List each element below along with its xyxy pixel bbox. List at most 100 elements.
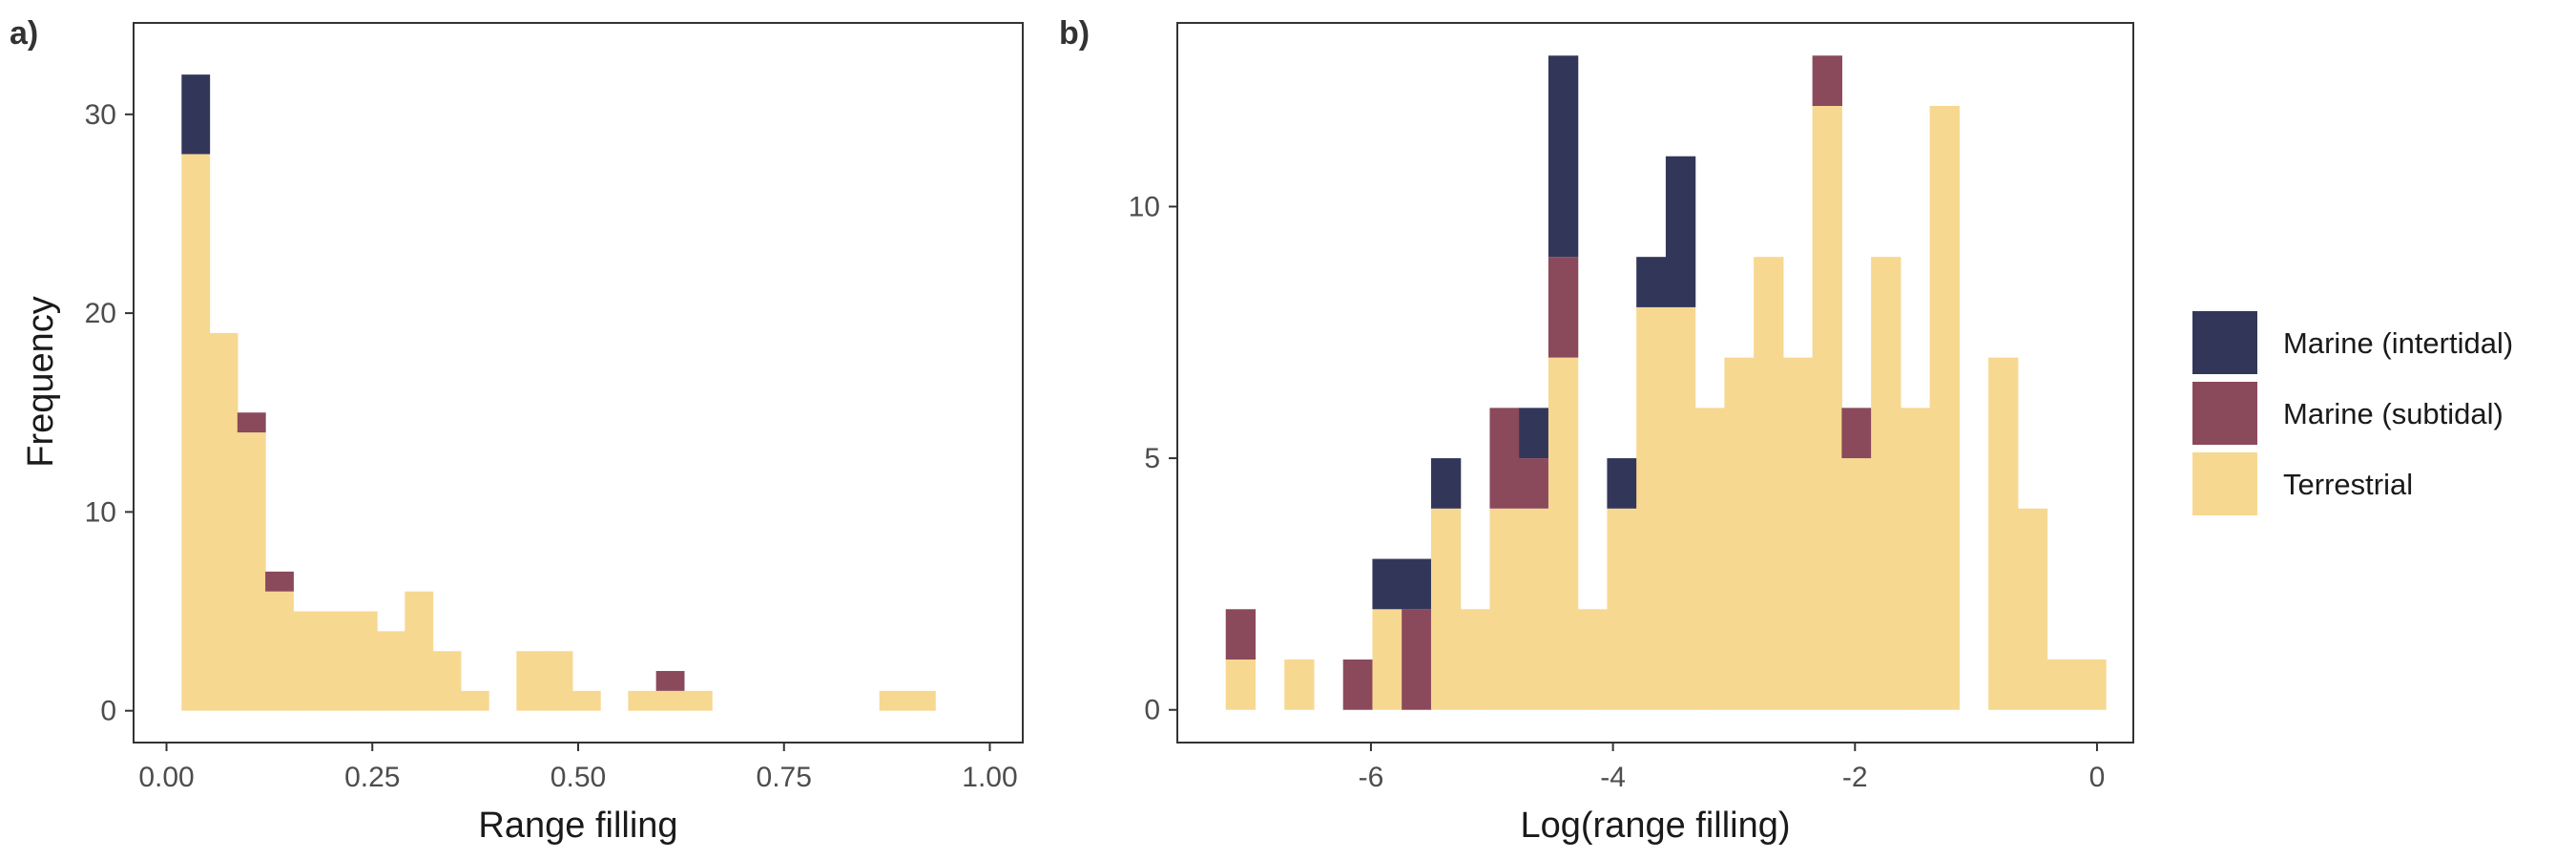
bar-b-marine_intertidal-7	[1430, 458, 1462, 509]
bar-a-terrestrial-2	[237, 432, 266, 711]
bar-b-terrestrial-20	[1812, 106, 1842, 710]
bar-b-terrestrial-16	[1694, 408, 1725, 710]
bar-b-marine_subtidal-11	[1548, 257, 1579, 358]
bar-a-terrestrial-16	[628, 690, 657, 711]
x-tick-label-a: 0.00	[138, 762, 194, 793]
y-tick-label-b: 5	[1144, 443, 1160, 474]
bar-a-terrestrial-12	[516, 651, 546, 711]
panel-b-x-ticks: -6 -4 -2 0	[1359, 743, 2106, 793]
y-tick-label-a: 20	[85, 298, 116, 329]
x-tick-label-a: 0.75	[757, 762, 812, 793]
panel-a-histogram: a) Frequency Range filling 0.00 0.25 0.50 0…	[10, 15, 1024, 846]
bar-b-terrestrial-11	[1548, 357, 1579, 710]
y-tick-label-b: 10	[1129, 191, 1160, 222]
bar-b-terrestrial-26	[1988, 357, 2019, 710]
bar-a-terrestrial-26	[906, 690, 936, 711]
bar-b-terrestrial-18	[1754, 257, 1784, 710]
bar-b-marine_intertidal-10	[1519, 408, 1549, 459]
bar-b-marine_subtidal-20	[1812, 55, 1842, 106]
bar-b-terrestrial-9	[1489, 508, 1520, 710]
y-tick-label-b: 0	[1144, 695, 1160, 726]
bar-b-marine_intertidal-5	[1372, 558, 1402, 610]
bar-b-marine_intertidal-11	[1548, 55, 1579, 258]
bar-a-terrestrial-3	[265, 591, 294, 711]
bar-a-terrestrial-7	[377, 631, 405, 711]
panel-a-label: a)	[10, 15, 38, 52]
bar-b-marine_subtidal-0	[1225, 609, 1257, 660]
y-tick-label-a: 10	[85, 496, 116, 528]
y-tick-label-a: 30	[85, 99, 116, 131]
bar-a-marine_subtidal-3	[265, 571, 294, 592]
bar-a-terrestrial-6	[348, 611, 378, 711]
panel-a-y-ticks: 0 10 20 30	[85, 99, 134, 727]
panel-a-x-ticks: 0.00 0.25 0.50 0.75 1.00	[138, 743, 1018, 793]
bar-a-terrestrial-5	[321, 611, 350, 711]
bar-b-marine_subtidal-21	[1841, 408, 1872, 459]
bar-b-terrestrial-7	[1430, 508, 1462, 710]
bar-b-terrestrial-0	[1225, 660, 1257, 710]
x-axis-title-b: Log(range filling)	[1520, 806, 1790, 846]
bar-a-terrestrial-25	[879, 690, 908, 711]
bar-a-terrestrial-8	[405, 591, 434, 711]
x-tick-label-b: -2	[1842, 762, 1868, 793]
bar-a-terrestrial-4	[293, 611, 322, 711]
x-tick-label-b: -4	[1600, 762, 1626, 793]
bar-b-terrestrial-14	[1636, 306, 1667, 710]
bar-b-terrestrial-19	[1782, 357, 1814, 710]
x-tick-label-a: 1.00	[962, 762, 1017, 793]
bar-b-terrestrial-29	[2076, 660, 2107, 710]
bar-a-terrestrial-0	[181, 154, 211, 711]
bar-b-terrestrial-23	[1900, 408, 1931, 710]
bar-b-terrestrial-22	[1871, 257, 1901, 710]
bar-b-terrestrial-2	[1284, 660, 1315, 710]
bar-b-terrestrial-28	[2046, 660, 2077, 710]
bar-a-terrestrial-14	[571, 690, 601, 711]
x-tick-label-b: 0	[2089, 762, 2106, 793]
bar-b-terrestrial-27	[2017, 508, 2048, 710]
bar-b-terrestrial-5	[1372, 609, 1402, 710]
bar-b-marine_intertidal-13	[1607, 458, 1637, 509]
bar-a-terrestrial-13	[544, 651, 573, 711]
bar-a-marine_intertidal-0	[181, 74, 211, 155]
bar-b-terrestrial-12	[1577, 609, 1609, 710]
bar-b-marine_intertidal-15	[1665, 156, 1696, 307]
bar-a-terrestrial-18	[683, 690, 713, 711]
y-tick-label-a: 0	[100, 696, 116, 727]
legend-label-subtidal: Marine (subtidal)	[2283, 397, 2503, 430]
x-tick-label-a: 0.50	[551, 762, 606, 793]
legend: Marine (intertidal) Marine (subtidal) Te…	[2192, 311, 2513, 515]
bar-b-marine_subtidal-10	[1519, 458, 1549, 509]
legend-swatch-intertidal	[2192, 311, 2257, 374]
bar-b-terrestrial-10	[1519, 508, 1549, 710]
panel-b-label: b)	[1059, 15, 1090, 52]
legend-label-intertidal: Marine (intertidal)	[2283, 326, 2513, 360]
bar-b-marine_subtidal-6	[1402, 609, 1432, 710]
panel-b-bars	[1225, 55, 2107, 710]
bar-a-terrestrial-9	[432, 651, 462, 711]
bar-b-terrestrial-13	[1607, 508, 1637, 710]
bar-b-marine_subtidal-9	[1489, 408, 1520, 509]
bar-a-marine_subtidal-2	[237, 412, 266, 433]
legend-swatch-subtidal	[2192, 382, 2257, 445]
bar-b-terrestrial-24	[1929, 106, 1960, 710]
x-tick-label-a: 0.25	[344, 762, 400, 793]
legend-label-terrestrial: Terrestrial	[2283, 468, 2413, 501]
x-axis-title-a: Range filling	[478, 806, 677, 846]
bar-a-terrestrial-10	[460, 690, 489, 711]
bar-b-marine_subtidal-4	[1342, 660, 1374, 710]
bar-a-marine_subtidal-17	[655, 671, 685, 691]
legend-swatch-terrestrial	[2192, 452, 2257, 515]
y-axis-title: Frequency	[21, 296, 61, 468]
bar-b-terrestrial-15	[1665, 306, 1696, 710]
bar-b-marine_intertidal-6	[1402, 558, 1432, 610]
panel-b-histogram: b) Log(range filling) -6 -4 -2 0 0 5 10	[1059, 15, 2134, 846]
bar-b-terrestrial-8	[1460, 609, 1491, 710]
bar-a-terrestrial-17	[655, 690, 685, 711]
bar-b-marine_intertidal-14	[1636, 257, 1667, 307]
bar-b-terrestrial-21	[1841, 458, 1872, 710]
bar-a-terrestrial-1	[209, 332, 239, 711]
panel-a-bars	[181, 74, 936, 711]
x-tick-label-b: -6	[1359, 762, 1384, 793]
bar-b-terrestrial-17	[1724, 357, 1755, 710]
